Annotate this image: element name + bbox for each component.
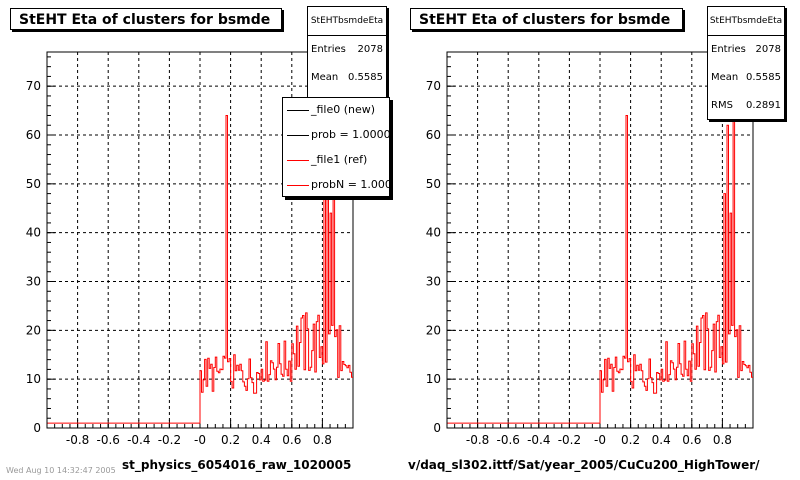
y-tick-label: 20	[26, 323, 41, 337]
right-hist-title: StEHT Eta of clusters for bsmde	[410, 8, 683, 30]
right-hist-title-text: StEHT Eta of clusters for bsmde	[419, 12, 671, 28]
x-tick-label: 0.6	[682, 433, 701, 447]
x-tick-label: -0.2	[558, 433, 581, 447]
y-tick-label: 60	[426, 128, 441, 142]
legend-text: _file1 (ref)	[311, 153, 368, 166]
footer-timestamp: Wed Aug 10 14:32:47 2005	[6, 466, 116, 475]
left-stats-name: StEHTbsmdeEta	[308, 7, 386, 36]
right-stats-value: 2078	[755, 44, 781, 55]
y-tick-label: 10	[26, 372, 41, 386]
legend-line-black	[287, 110, 309, 111]
y-tick-label: 30	[426, 275, 441, 289]
x-tick-label: 0.2	[221, 433, 240, 447]
y-tick-label: 50	[426, 177, 441, 191]
left-hist-title: StEHT Eta of clusters for bsmde	[10, 8, 282, 30]
x-tick-label: -0.2	[158, 433, 181, 447]
x-tick-label: 0.2	[621, 433, 640, 447]
x-tick-label: -0.8	[466, 433, 489, 447]
left-stats-value: 2078	[357, 44, 383, 55]
y-tick-label: 70	[426, 79, 441, 93]
legend-entry-prob: prob = 1.000000	[283, 123, 389, 148]
x-tick-label: -0	[194, 433, 206, 447]
y-tick-label: 60	[26, 128, 41, 142]
right-stats-value: 0.2891	[746, 100, 781, 111]
right-stats-box: StEHTbsmdeEta Entries 2078 Mean 0.5585 R…	[707, 6, 785, 120]
histogram-series-ref	[47, 71, 353, 424]
y-tick-label: 0	[33, 421, 41, 435]
legend-text: probN = 1.000000	[311, 178, 389, 191]
y-tick-label: 40	[26, 226, 41, 240]
y-tick-label: 0	[433, 421, 441, 435]
left-stats-row-mean: Mean 0.5585	[308, 64, 386, 92]
y-tick-label: 40	[426, 226, 441, 240]
x-tick-label: 0.4	[252, 433, 271, 447]
x-tick-label: -0.4	[127, 433, 150, 447]
right-stats-row-mean: Mean 0.5585	[708, 64, 784, 92]
legend-entry-ref: _file1 (ref)	[283, 148, 389, 173]
left-stats-value: 0.5585	[348, 72, 383, 83]
right-histogram-plot: 0 10 20 30 40 50 60 70 -0.8 -0.6 -0.4 -0.2 -0 0.2 0.4 0…	[426, 51, 754, 447]
legend-text: _file0 (new)	[311, 103, 376, 116]
right-stats-row-entries: Entries 2078	[708, 36, 784, 64]
left-stats-row-entries: Entries 2078	[308, 36, 386, 64]
right-stats-label: Entries	[711, 44, 746, 55]
y-tick-label: 20	[426, 323, 441, 337]
left-x-axis-title: st_physics_6054016_raw_1020005	[122, 458, 352, 472]
left-hist-title-text: StEHT Eta of clusters for bsmde	[19, 12, 271, 28]
right-stats-name: StEHTbsmdeEta	[708, 7, 784, 36]
right-stats-label: Mean	[711, 72, 739, 83]
legend-entry-new: _file0 (new)	[283, 98, 389, 123]
x-tick-label: 0.8	[713, 433, 732, 447]
left-stats-box: StEHTbsmdeEta Entries 2078 Mean 0.5585	[307, 6, 387, 98]
right-stats-row-rms: RMS 0.2891	[708, 92, 784, 120]
x-tick-label: -0.8	[66, 433, 89, 447]
x-tick-label: -0	[594, 433, 606, 447]
x-tick-label: -0.4	[527, 433, 550, 447]
right-stats-label: RMS	[711, 100, 733, 111]
legend-entry-probn: probN = 1.000000	[283, 173, 389, 196]
left-stats-label: Mean	[311, 72, 339, 83]
right-x-axis-title: v/daq_sl302.ittf/Sat/year_2005/CuCu200_H…	[408, 458, 760, 472]
x-tick-label: -0.6	[96, 433, 119, 447]
y-tick-label: 70	[26, 79, 41, 93]
x-tick-label: -0.6	[496, 433, 519, 447]
legend-line-red	[287, 185, 309, 186]
legend-text: prob = 1.000000	[311, 128, 390, 141]
x-tick-label: 0.6	[282, 433, 301, 447]
right-stats-value: 0.5585	[746, 72, 781, 83]
left-stats-label: Entries	[311, 44, 346, 55]
y-tick-label: 50	[26, 177, 41, 191]
legend-line-black	[287, 135, 309, 136]
left-legend: _file0 (new) prob = 1.000000 _file1 (ref…	[282, 97, 390, 197]
x-tick-label: 0.8	[313, 433, 332, 447]
y-tick-label: 30	[26, 275, 41, 289]
histogram-series-ref	[447, 71, 753, 424]
x-tick-label: 0.4	[652, 433, 671, 447]
y-tick-label: 10	[426, 372, 441, 386]
legend-line-red	[287, 160, 309, 161]
